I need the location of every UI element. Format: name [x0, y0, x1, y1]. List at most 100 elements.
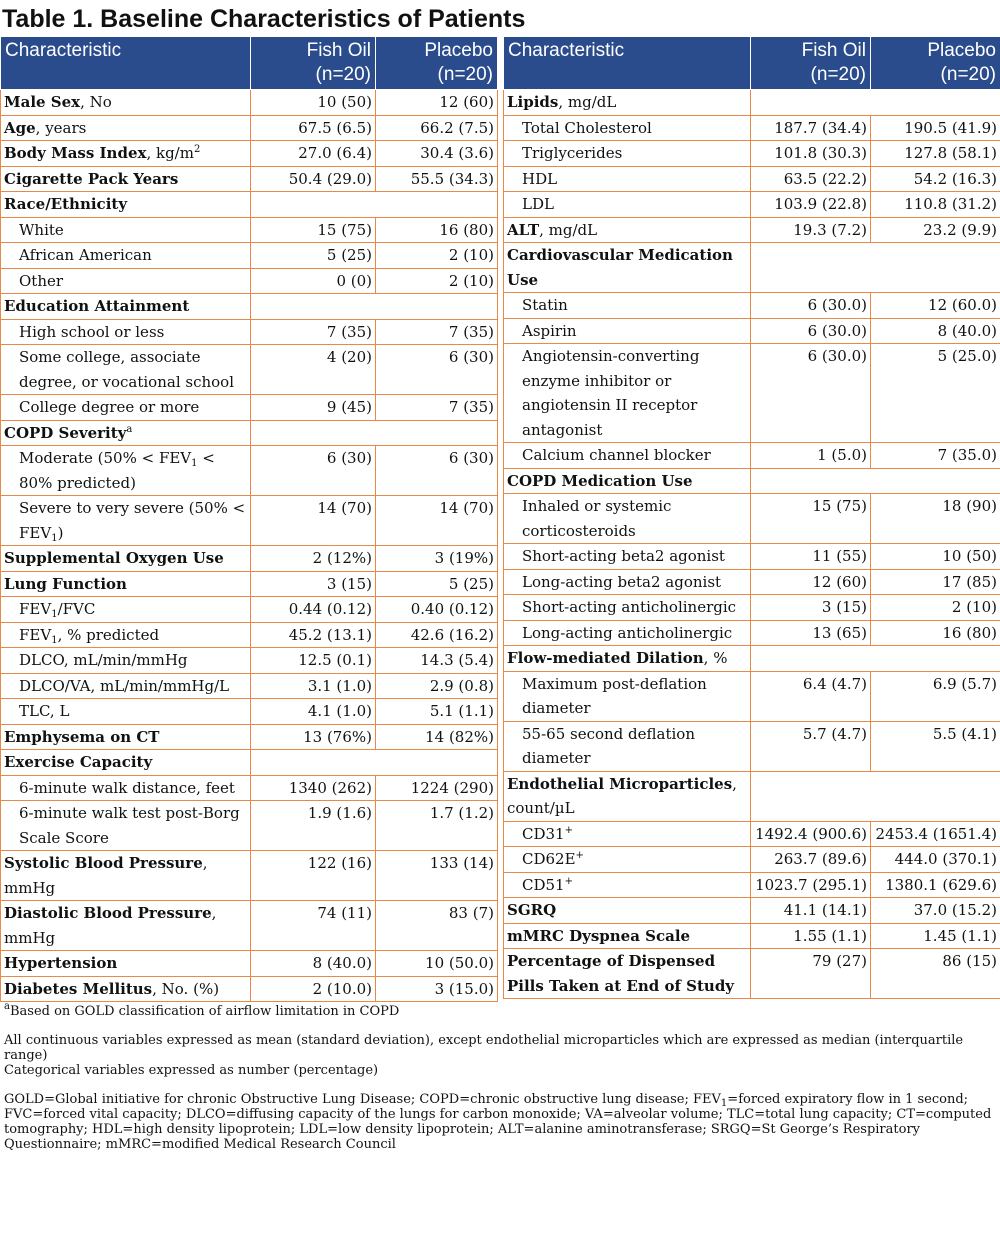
- label-cell: COPD Medication Use: [503, 467, 751, 494]
- label-cell: Long-acting beta2 agonist: [503, 568, 751, 595]
- text-segment: < 80% predicted): [19, 449, 215, 492]
- value-cell: 187.7 (34.4): [750, 114, 871, 141]
- label-cell: LDL: [503, 191, 751, 218]
- footnote: Categorical variables expressed as numbe…: [4, 1063, 998, 1078]
- data-row: Moderate (50% < FEV1 < 80% predicted) 6 (…: [0, 445, 498, 496]
- value-cell: 6 (30): [250, 445, 376, 496]
- footnote: GOLD=Global initiative for chronic Obstr…: [4, 1092, 998, 1152]
- value-cell: 15 (75): [250, 216, 376, 243]
- label-cell: Triglycerides: [503, 140, 751, 167]
- label-cell: mMRC Dyspnea Scale: [503, 922, 751, 949]
- label-cell: Some college, associate degree, or vocat…: [0, 344, 251, 395]
- value-cell: 30.4 (3.6): [375, 140, 498, 167]
- text-segment: Cardiovascular Medication Use: [507, 246, 733, 289]
- data-row: Angiotensin-converting enzyme inhibitor …: [503, 343, 1000, 443]
- text-segment: Some college, associate degree, or vocat…: [19, 348, 235, 391]
- data-row: ALT, mg/dL 19.3 (7.2) 23.2 (9.9): [503, 216, 1000, 243]
- value-cell: 6.9 (5.7): [870, 670, 1000, 722]
- value-cell: 1.45 (1.1): [870, 922, 1000, 949]
- text-segment: All continuous variables expressed as me…: [4, 1033, 964, 1063]
- value-cell: 2453.4 (1651.4): [870, 820, 1000, 847]
- header-cell: Fish Oil (n=20): [750, 36, 871, 90]
- label-cell: Other: [0, 267, 251, 294]
- text-segment: Flow-mediated Dilation: [507, 649, 704, 667]
- text-segment: , %: [703, 649, 728, 667]
- data-row: Severe to very severe (50% < FEV1) 14 (70…: [0, 495, 498, 546]
- text-segment: a: [4, 1001, 10, 1012]
- section-row: COPD Medication Use: [503, 467, 1000, 494]
- text-segment: 1: [51, 532, 58, 544]
- label-cell: Calcium channel blocker: [503, 442, 751, 469]
- section-row: Exercise Capacity: [0, 749, 498, 776]
- label-cell: Moderate (50% < FEV1 < 80% predicted): [0, 445, 251, 496]
- label-cell: DLCO, mL/min/mmHg: [0, 647, 251, 674]
- label-cell: Lung Function: [0, 570, 251, 597]
- label-cell: 6-minute walk test post-Borg Scale Score: [0, 800, 251, 851]
- data-row: White 15 (75) 16 (80): [0, 216, 498, 243]
- data-row: Systolic Blood Pressure, mmHg 122 (16) 133…: [0, 850, 498, 901]
- text-segment: Based on GOLD classification of airflow …: [9, 1004, 400, 1019]
- value-cell: 41.1 (14.1): [750, 897, 871, 924]
- value-cell: 110.8 (31.2): [870, 191, 1000, 218]
- header-row: Characteristic Fish Oil (n=20) Placebo (n=20…: [0, 36, 498, 90]
- value-cell: 5.1 (1.1): [375, 698, 498, 725]
- value-cell: 1380.1 (629.6): [870, 871, 1000, 898]
- empty-cell: [750, 89, 1000, 116]
- value-cell: 101.8 (30.3): [750, 140, 871, 167]
- data-row: Percentage of Dispensed Pills Taken at E…: [503, 948, 1000, 999]
- text-segment: Lung Function: [4, 574, 127, 593]
- text-segment: Body Mass Index: [4, 144, 147, 162]
- data-row: FEV1, % predicted 45.2 (13.1) 42.6 (16.2): [0, 621, 498, 648]
- data-row: DLCO, mL/min/mmHg 12.5 (0.1) 14.3 (5.4): [0, 647, 498, 674]
- value-cell: 2 (10.0): [250, 975, 376, 1002]
- data-table: Characteristic Fish Oil (n=20) Placebo (n=20…: [503, 36, 1000, 999]
- header-text: Placebo: [927, 40, 996, 61]
- text-segment: TLC, L: [19, 702, 70, 720]
- text-segment: Exercise Capacity: [4, 753, 153, 771]
- text-segment: Categorical variables expressed as numbe…: [4, 1063, 379, 1078]
- value-cell: 10 (50): [250, 89, 376, 116]
- label-cell: FEV1/FVC: [0, 596, 251, 623]
- empty-cell: [250, 293, 498, 320]
- value-cell: 50.4 (29.0): [250, 165, 376, 192]
- value-cell: 6 (30.0): [750, 317, 871, 344]
- empty-cell: [750, 242, 1000, 293]
- value-cell: 8 (40.0): [250, 950, 376, 977]
- section-row: Endothelial Microparticles, count/µL: [503, 770, 1000, 822]
- table-body: Male Sex, No 10 (50) 12 (60) Age, years 67.5…: [0, 89, 498, 1002]
- value-cell: 0 (0): [250, 267, 376, 294]
- value-cell: 83 (7): [375, 900, 498, 951]
- text-segment: Systolic Blood Pressure: [4, 854, 203, 872]
- text-segment: Short-acting anticholinergic: [522, 598, 737, 616]
- text-segment: mMRC Dyspnea Scale: [507, 926, 691, 945]
- data-table: Characteristic Fish Oil (n=20) Placebo (n=20…: [0, 36, 498, 1002]
- header-text: (n=20): [437, 64, 493, 85]
- value-cell: 14 (82%): [375, 723, 498, 750]
- value-cell: 1492.4 (900.6): [750, 820, 871, 847]
- text-segment: DLCO, mL/min/mmHg: [19, 651, 188, 669]
- label-cell: Hypertension: [0, 950, 251, 977]
- label-cell: Aspirin: [503, 317, 751, 344]
- value-cell: 55.5 (34.3): [375, 165, 498, 192]
- label-cell: Flow-mediated Dilation, %: [503, 645, 751, 672]
- data-row: Diastolic Blood Pressure, mmHg 74 (11) 83 …: [0, 900, 498, 951]
- text-segment: SGRQ: [507, 901, 557, 919]
- value-cell: 133 (14): [375, 850, 498, 901]
- text-segment: 2: [193, 144, 201, 155]
- data-row: Age, years 67.5 (6.5) 66.2 (7.5): [0, 114, 498, 141]
- value-cell: 1224 (290): [375, 774, 498, 801]
- data-row: HDL 63.5 (22.2) 54.2 (16.3): [503, 165, 1000, 192]
- text-segment: Moderate (50% < FEV: [19, 449, 192, 467]
- section-row: Lipids, mg/dL: [503, 89, 1000, 116]
- text-segment: , kg/m: [146, 144, 194, 162]
- label-cell: Angiotensin-converting enzyme inhibitor …: [503, 343, 751, 443]
- text-segment: COPD Medication Use: [507, 471, 693, 490]
- text-segment: Diastolic Blood Pressure: [4, 904, 212, 922]
- value-cell: 54.2 (16.3): [870, 165, 1000, 192]
- text-segment: FEV: [19, 625, 52, 644]
- value-cell: 3 (15): [250, 570, 376, 597]
- header-cell: Characteristic: [503, 36, 751, 90]
- value-cell: 17 (85): [870, 568, 1000, 595]
- text-segment: DLCO/VA, mL/min/mmHg/L: [19, 676, 230, 695]
- label-cell: Short-acting anticholinergic: [503, 594, 751, 621]
